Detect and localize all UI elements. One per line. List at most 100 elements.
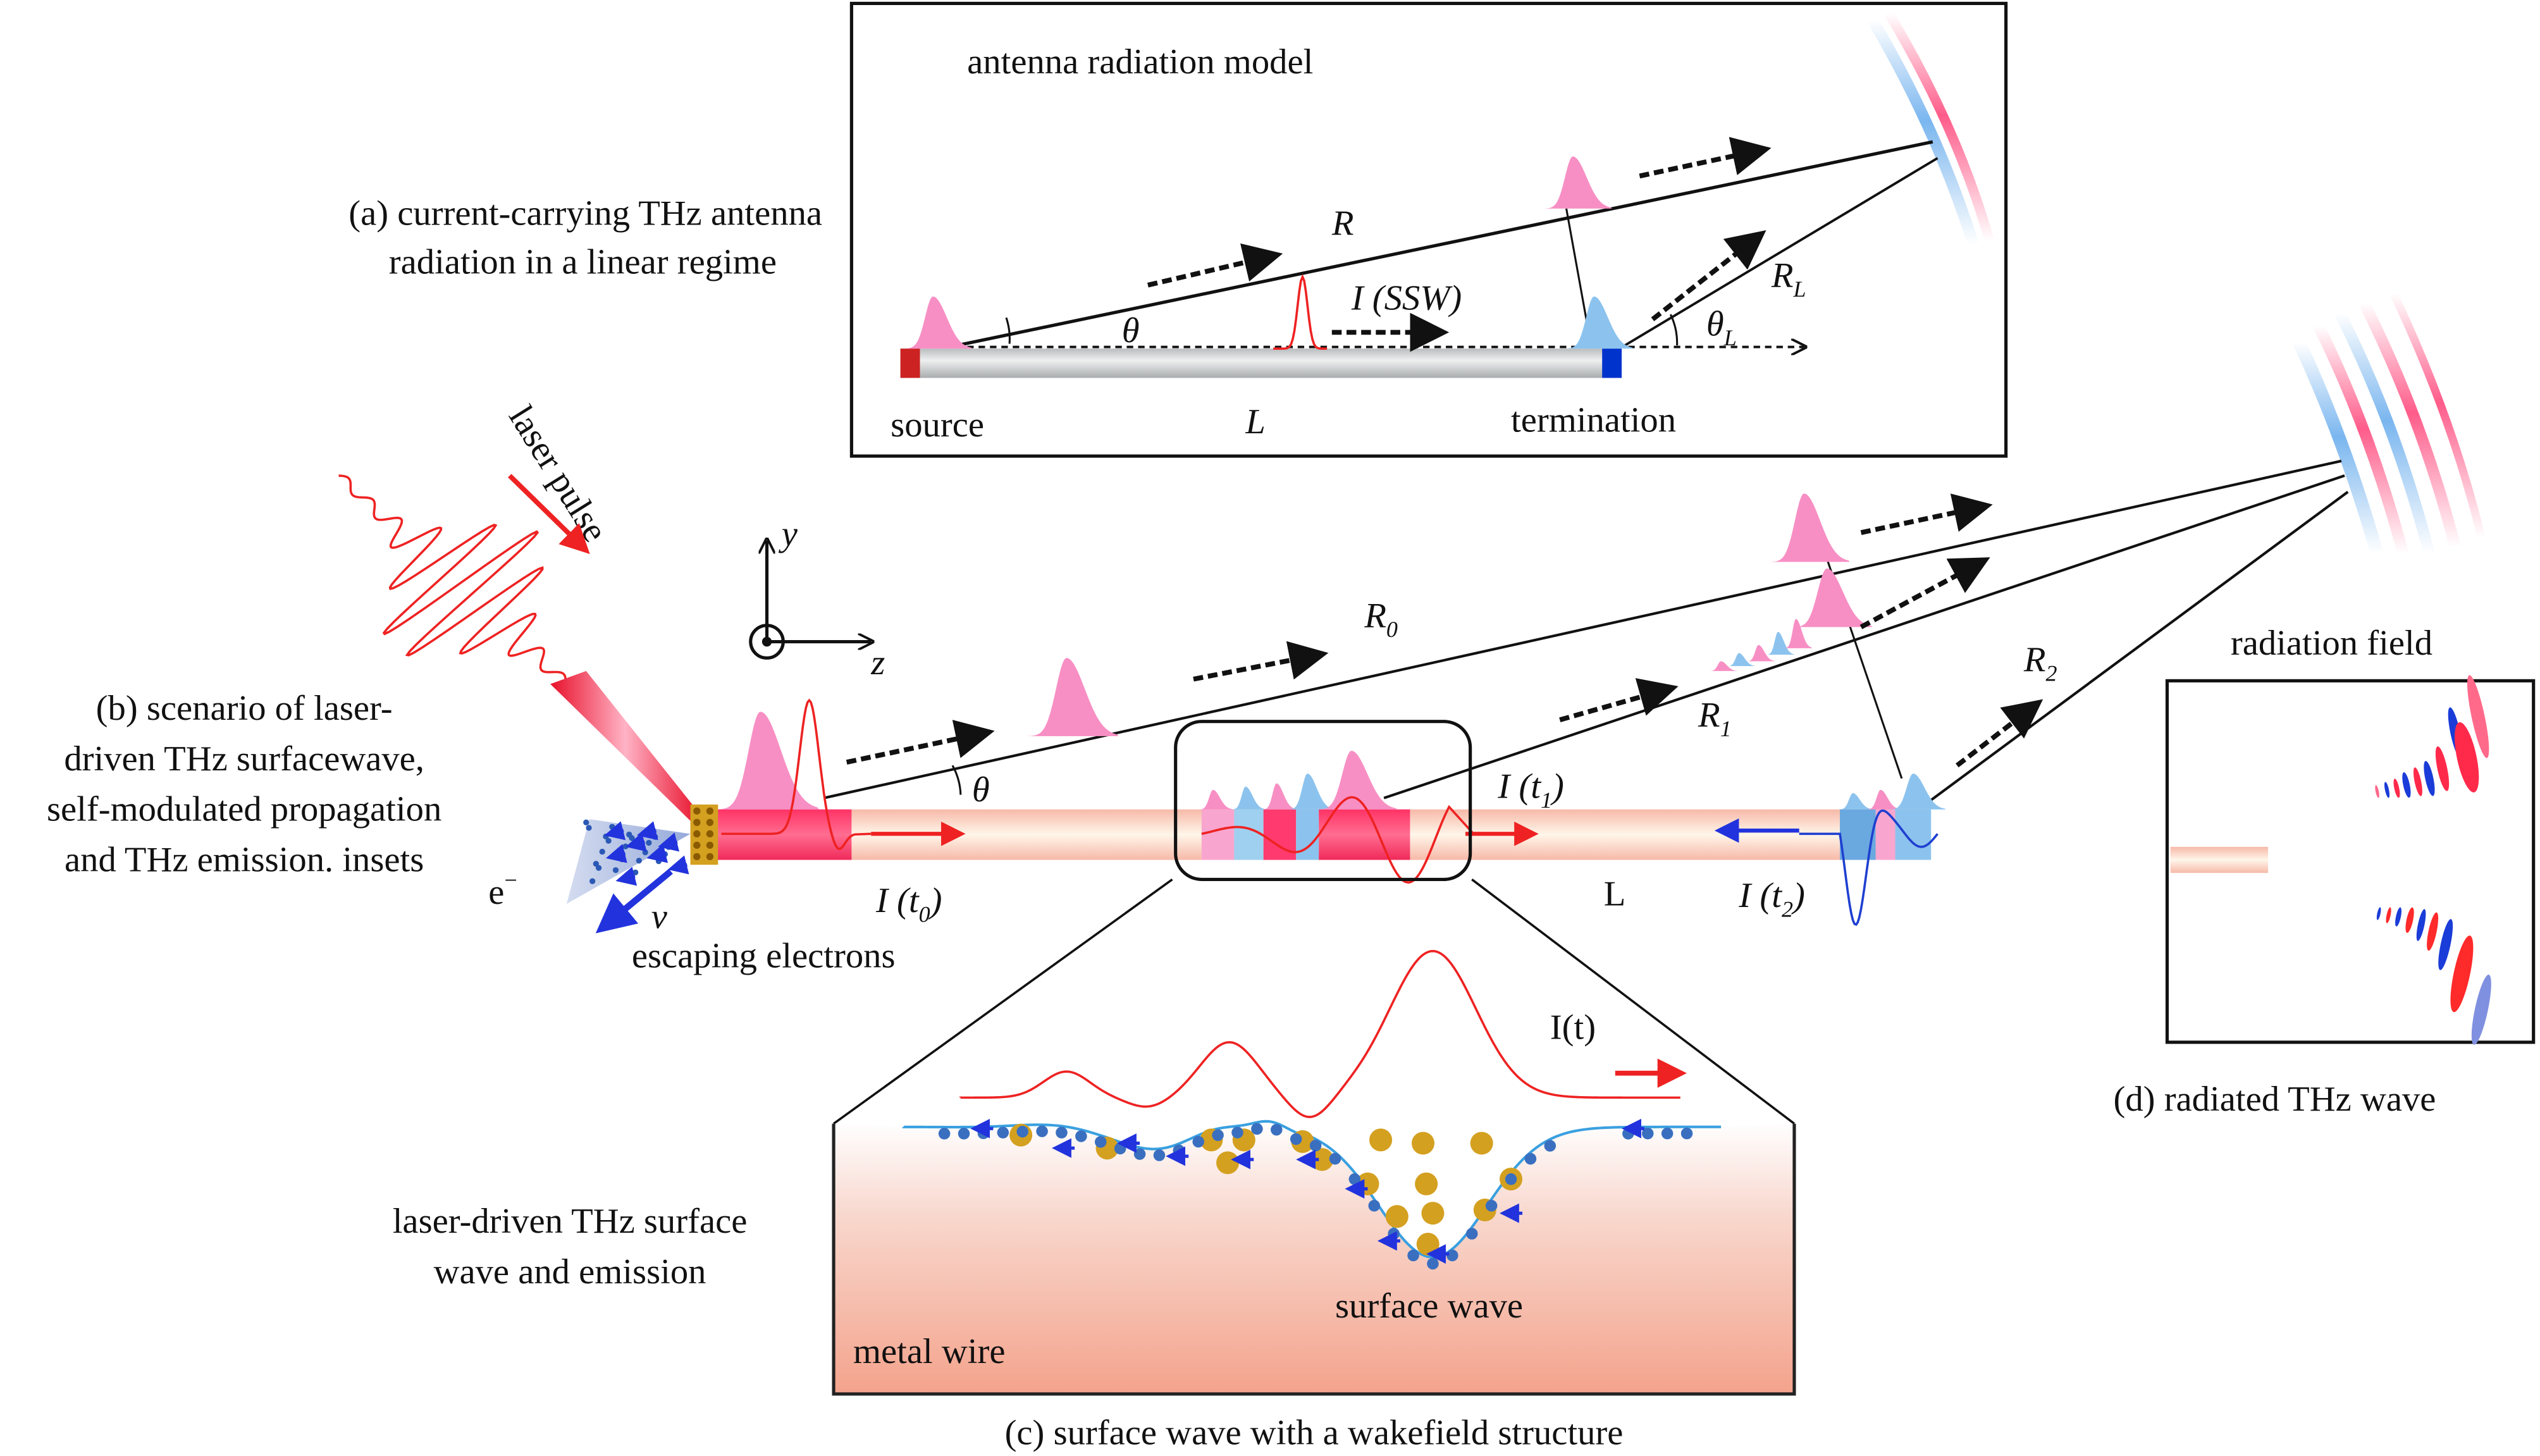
field-lobe [2384,782,2390,798]
field-lobe [2376,907,2381,920]
surface-electron [1251,1123,1263,1135]
wavefront-arc [2293,339,2384,556]
electron [632,869,639,875]
electron [629,835,635,841]
radiation-pulse [1708,661,1737,671]
electron-arrow [658,832,680,852]
label-L: L [1245,402,1266,441]
electron-arrow [667,855,689,875]
metal-wire-label: metal wire [853,1332,1006,1371]
surface-electron [1680,1127,1693,1140]
wavefront-arc [1884,10,1995,243]
gold-atom [706,818,714,826]
label-L-b: L [1604,875,1626,914]
source-cap [900,349,920,378]
surface-electron [1505,1173,1517,1185]
electron [589,878,596,884]
field-lobe [2402,772,2411,798]
ray-RL [1624,157,1939,347]
electron-arrow [605,844,627,863]
surface-electron [1153,1149,1166,1161]
propagation-arrow [1859,557,1990,629]
surface-electron [1271,1123,1283,1136]
field-lobe [2427,912,2439,951]
thetaL-arc [1669,314,1679,346]
current-pulse [1273,274,1328,350]
panel-d-caption: (d) radiated THz wave [2114,1080,2436,1119]
reflected-current-waveform [1799,809,1939,927]
propagation-arrow [1193,641,1329,682]
label-theta: θ [1122,311,1140,350]
label-I-t0: I (t0) [875,881,942,927]
surface-electron [1290,1133,1302,1145]
propagation-arrow [1651,230,1766,321]
radiation-pulse [1027,658,1119,736]
field-lobe [2435,746,2450,791]
antenna-rod [900,349,1620,378]
positive-ion [1470,1132,1493,1155]
surface-electron [1524,1152,1537,1165]
positive-ion [1356,1172,1379,1195]
panel-c-side-label-2: wave and emission [434,1252,706,1292]
wavefront-arc [2334,310,2435,555]
modulation-band [1895,809,1932,860]
surface-electron [958,1127,970,1140]
surface-electron [938,1128,951,1140]
surface-electron [997,1126,1009,1138]
surface-electron [1075,1130,1087,1142]
gold-atom [706,830,714,837]
surface-electron [1036,1125,1048,1137]
field-lobe [2395,907,2401,927]
surface-electron [1465,1228,1478,1240]
propagation-arrow [846,720,995,765]
label-I-t1: I (t1) [1497,767,1563,813]
electron-arrow [615,867,638,886]
field-lobe [2393,779,2400,798]
ray-R1 [1383,474,2345,799]
surface-electron [1641,1127,1654,1140]
theta-arc-b [951,765,962,795]
field-lobe [2438,919,2453,970]
label-R2: R2 [2023,640,2057,686]
wavefront-arc [2313,323,2409,555]
field-lobe [2405,907,2414,933]
electron [605,837,612,844]
electron [642,849,648,856]
propagation-arrow [1147,243,1283,288]
electron [622,843,629,849]
label-theta-b: θ [972,770,990,810]
label-RL: RL [1771,256,1806,301]
surface-wave-label: surface wave [1335,1286,1523,1326]
panel-b-caption: (b) scenario of laser- [96,689,393,728]
panel-a-caption-2: radiation in a linear regime [389,243,777,282]
wavefront-arc [2358,300,2461,549]
gold-atom [693,841,701,849]
radiation-pulse [1866,789,1901,810]
surface-electron [1329,1152,1341,1165]
electron [646,839,652,846]
radiation-pulse [1727,653,1756,667]
electron [612,867,619,873]
surface-electron [1388,1228,1400,1240]
laser-focus-cone [550,670,700,821]
panel-c-side-label: laser-driven THz surface [393,1202,748,1241]
panel-c-caption: (c) surface wave with a wakefield struct… [1005,1414,1624,1453]
field-lobe [2424,761,2435,796]
surface-electron [1661,1127,1674,1140]
laser-direction-arrow [508,474,590,555]
electron [599,848,605,855]
field-lobe [2454,722,2479,793]
field-lobe [2386,907,2391,923]
source-label: source [891,405,984,445]
radiation-pulse [1231,786,1266,810]
electron [609,824,615,830]
radiation-pulse [903,296,972,349]
positive-ion [1416,1233,1440,1256]
positive-ion [1385,1205,1409,1228]
panel-b-caption-2: driven THz surfacewave, [64,739,424,779]
gold-atom [693,853,701,861]
gold-atom [693,818,701,826]
electron [655,858,662,865]
field-lobe [2467,675,2489,758]
label-R1: R1 [1698,695,1732,741]
